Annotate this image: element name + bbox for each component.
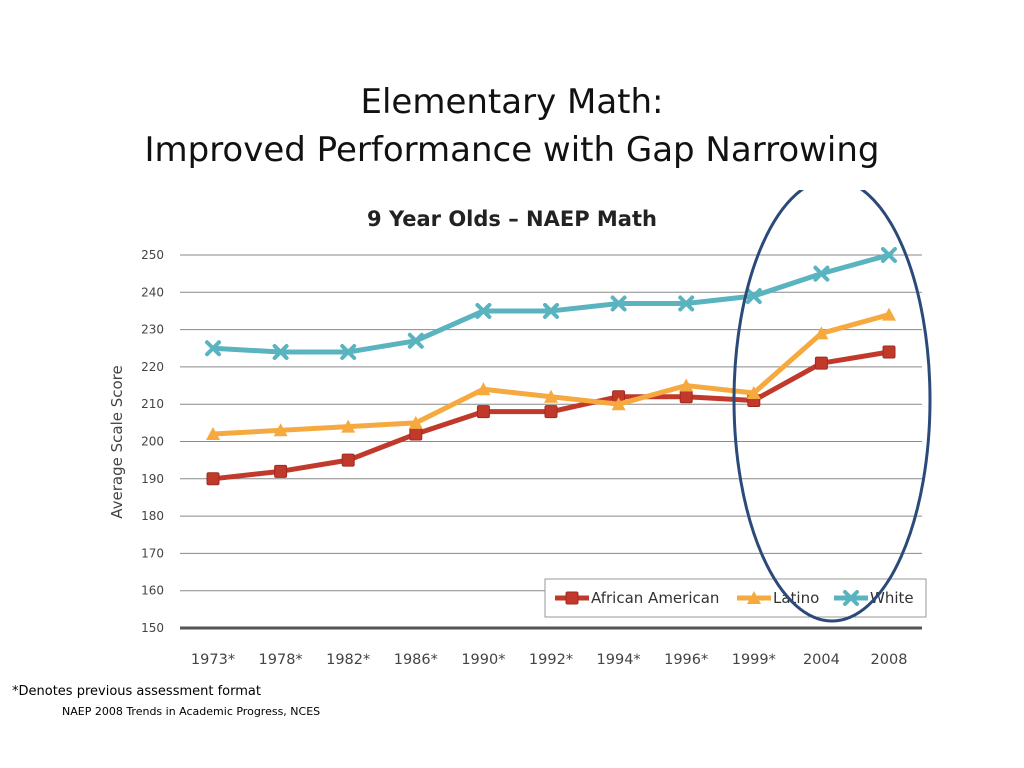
data-point <box>340 343 357 360</box>
x-tick-label: 1999* <box>732 652 776 668</box>
data-point <box>813 265 830 282</box>
y-tick-label: 210 <box>141 397 164 411</box>
y-tick-label: 220 <box>141 360 164 374</box>
data-point <box>274 464 288 478</box>
series-white <box>205 247 897 360</box>
slide-title-line2: Improved Performance with Gap Narrowing <box>144 130 880 170</box>
data-point <box>679 390 693 404</box>
slide-title-line1: Elementary Math: <box>360 82 664 122</box>
y-tick-label: 250 <box>141 248 164 262</box>
legend: African American Latino White <box>544 578 927 618</box>
data-point <box>408 415 423 429</box>
legend-marker <box>747 591 761 604</box>
chart-title: 9 Year Olds – NAEP Math <box>367 207 657 231</box>
naep-math-line-chart: 9 Year Olds – NAEP Math 150 160 170 180 190 2… <box>108 190 932 668</box>
y-tick-label: 190 <box>141 472 164 486</box>
data-point <box>341 419 356 433</box>
y-axis-title: Average Scale Score <box>108 365 126 519</box>
y-tick-label: 230 <box>141 323 164 337</box>
data-point <box>611 397 626 411</box>
y-tick-label: 180 <box>141 509 164 523</box>
data-point <box>745 288 762 305</box>
data-point <box>273 423 288 437</box>
series-latino <box>206 307 896 441</box>
data-point <box>679 378 694 392</box>
x-tick-label: 1992* <box>529 652 573 668</box>
gridlines <box>180 254 922 630</box>
x-tick-labels: 1973* 1978* 1982* 1986* 1990* 1992* 1994* 1996*… <box>191 652 908 668</box>
data-point <box>476 405 490 419</box>
y-tick-label: 160 <box>141 584 164 598</box>
y-tick-label: 200 <box>141 435 164 449</box>
series-african-american <box>206 345 896 486</box>
x-tick-label: 1994* <box>597 652 641 668</box>
data-point <box>544 405 558 419</box>
x-tick-label: 1990* <box>461 652 505 668</box>
data-point <box>814 326 829 340</box>
x-tick-label: 1973* <box>191 652 235 668</box>
legend-marker <box>565 591 579 605</box>
data-point <box>476 382 491 396</box>
data-point <box>206 472 220 486</box>
data-point <box>543 302 559 319</box>
data-point <box>814 356 828 370</box>
data-point <box>206 427 220 441</box>
legend-label: African American <box>591 589 719 607</box>
series-line <box>210 252 892 355</box>
y-tick-label: 170 <box>141 546 164 560</box>
data-point <box>882 345 896 359</box>
data-point <box>678 295 695 312</box>
data-point <box>746 386 761 400</box>
y-tick-label: 240 <box>141 285 164 299</box>
slide-title: Elementary Math: Improved Performance wi… <box>0 78 1024 174</box>
x-tick-label: 2004 <box>803 652 840 668</box>
y-tick-labels: 150 160 170 180 190 200 210 220 230 240 250 <box>141 248 164 635</box>
data-point <box>409 427 423 441</box>
x-tick-label: 1986* <box>394 652 438 668</box>
data-point <box>407 332 424 349</box>
data-point <box>882 307 896 321</box>
data-point <box>475 302 492 319</box>
data-point <box>341 453 355 467</box>
data-point <box>881 247 897 263</box>
x-tick-label: 2008 <box>871 652 908 668</box>
x-tick-label: 1996* <box>664 652 708 668</box>
x-tick-label: 1978* <box>259 652 303 668</box>
x-tick-label: 1982* <box>326 652 370 668</box>
data-point <box>205 340 221 357</box>
data-point <box>544 389 558 403</box>
series-lines <box>205 247 897 486</box>
source-citation: NAEP 2008 Trends in Academic Progress, N… <box>62 705 321 718</box>
legend-item: African American <box>555 589 719 607</box>
highlight-ellipse <box>732 190 932 623</box>
data-point <box>610 295 627 312</box>
footnote: *Denotes previous assessment format <box>12 684 261 699</box>
legend-marker <box>843 590 859 606</box>
y-tick-label: 150 <box>141 621 164 635</box>
data-point <box>272 343 289 360</box>
